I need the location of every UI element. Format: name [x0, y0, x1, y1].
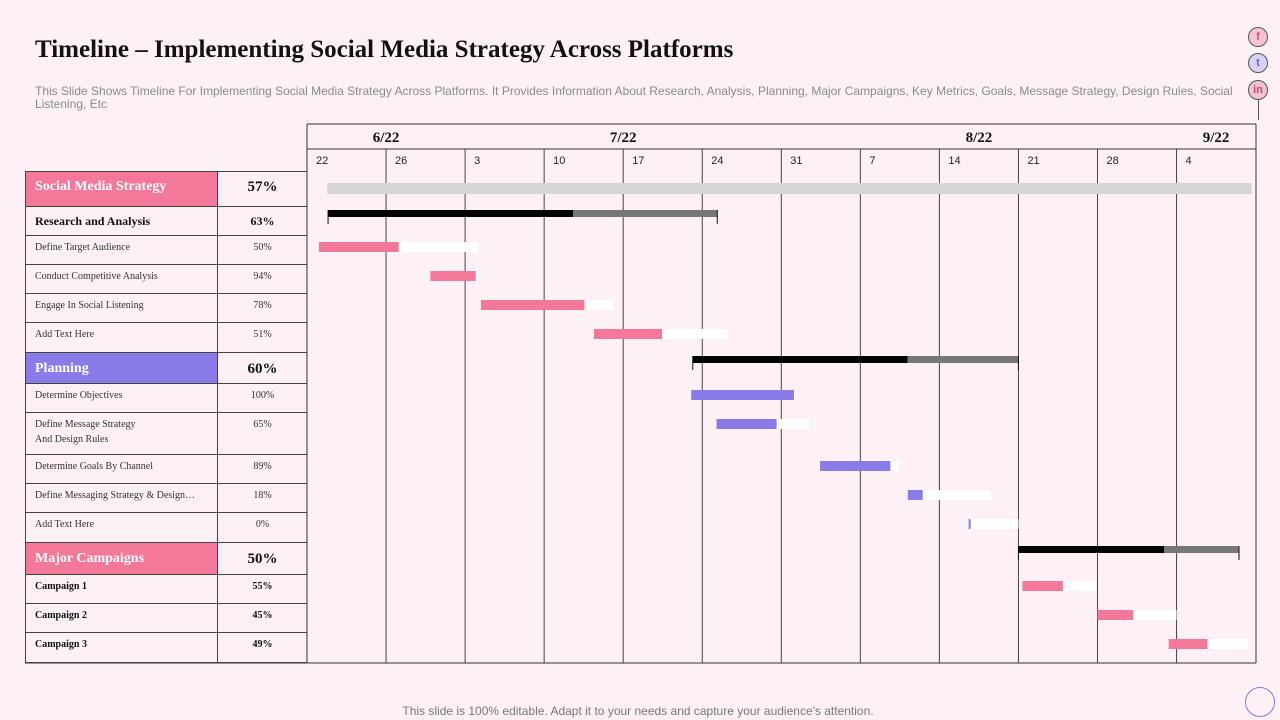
- table-row: Define Messaging Strategy & Design… 18%: [25, 484, 307, 513]
- task-percent: 89%: [253, 461, 272, 472]
- table-row: Add Text Here 51%: [25, 323, 307, 353]
- task-percent: 65%: [253, 419, 272, 430]
- task-name: Add Text Here: [25, 513, 218, 542]
- task-percent: 45%: [252, 610, 273, 621]
- table-row: Campaign 3 49%: [25, 633, 307, 663]
- task-name: Campaign 2: [25, 604, 218, 632]
- table-row: Conduct Competitive Analysis 94%: [25, 265, 307, 294]
- table-row: Define Target Audience 50%: [25, 236, 307, 265]
- task-name: Engage In Social Listening: [25, 294, 218, 322]
- slide-nav-circle[interactable]: [1245, 687, 1275, 717]
- task-progress-bar: [480, 300, 585, 310]
- summary-progress-bar: [328, 210, 574, 217]
- task-remaining-bar: [968, 519, 1019, 529]
- task-name: Conduct Competitive Analysis: [25, 265, 218, 293]
- task-name: Determine Goals By Channel: [25, 455, 218, 483]
- week-label: 21: [1027, 155, 1039, 167]
- task-name: Campaign 3: [25, 633, 218, 662]
- task-name: Campaign 1: [25, 575, 218, 603]
- week-label: 24: [711, 155, 723, 167]
- week-label: 7: [869, 155, 875, 167]
- month-label: 9/22: [1203, 130, 1230, 146]
- task-progress-bar: [1168, 639, 1208, 649]
- task-name: Determine Objectives: [25, 384, 218, 412]
- task-name: Research and Analysis: [25, 207, 218, 235]
- task-progress-bar: [820, 461, 891, 471]
- table-row: Add Text Here 0%: [25, 513, 307, 543]
- task-percent: 78%: [253, 300, 272, 311]
- table-row: Determine Objectives 100%: [25, 384, 307, 413]
- slide-footer: This slide is 100% editable. Adapt it to…: [402, 704, 874, 718]
- table-row: Social Media Strategy 57%: [25, 171, 307, 207]
- task-table: Social Media Strategy 57% Research and Ana…: [25, 171, 307, 663]
- summary-progress-bar: [692, 356, 908, 363]
- month-label: 7/22: [610, 130, 637, 146]
- social-divider: [1258, 100, 1259, 120]
- table-row: Campaign 2 45%: [25, 604, 307, 633]
- table-row: Research and Analysis 63%: [25, 207, 307, 236]
- table-row: Define Message Strategy And Design Rules…: [25, 413, 307, 455]
- week-label: 14: [948, 155, 960, 167]
- week-label: 17: [632, 155, 644, 167]
- task-remaining-bar: [1168, 639, 1248, 649]
- task-percent: 94%: [253, 271, 272, 282]
- task-percent: 63%: [250, 214, 275, 228]
- task-progress-bar: [716, 419, 777, 429]
- task-percent: 50%: [247, 551, 278, 567]
- task-percent: 50%: [253, 242, 272, 253]
- task-progress-bar: [907, 490, 923, 500]
- task-name: Define Messaging Strategy & Design…: [25, 484, 218, 512]
- summary-remaining-bar: [907, 356, 1019, 363]
- table-row: Planning 60%: [25, 353, 307, 384]
- week-label: 26: [395, 155, 407, 167]
- summary-progress-bar: [1018, 546, 1165, 553]
- month-label: 6/22: [373, 130, 400, 146]
- facebook-icon[interactable]: f: [1248, 27, 1268, 47]
- task-name: Define Target Audience: [25, 236, 218, 264]
- task-name: Define Message Strategy And Design Rules: [25, 413, 218, 454]
- task-name: Social Media Strategy: [25, 171, 218, 206]
- task-name: Major Campaigns: [25, 543, 218, 574]
- task-percent: 100%: [250, 390, 275, 401]
- twitter-icon[interactable]: t: [1248, 53, 1268, 73]
- table-row: Campaign 1 55%: [25, 575, 307, 604]
- task-progress-bar: [1097, 610, 1134, 620]
- slide-subtitle: This Slide Shows Timeline For Implementi…: [35, 84, 1233, 111]
- task-name: Add Text Here: [25, 323, 218, 352]
- summary-remaining-bar: [1164, 546, 1239, 553]
- week-label: 22: [316, 155, 328, 167]
- task-name: Planning: [25, 353, 218, 383]
- task-percent: 57%: [247, 179, 278, 195]
- week-label: 3: [474, 155, 480, 167]
- linkedin-icon[interactable]: in: [1248, 80, 1268, 100]
- task-percent: 49%: [252, 639, 273, 650]
- task-progress-bar: [430, 271, 476, 281]
- month-label: 8/22: [966, 130, 993, 146]
- task-percent: 55%: [252, 581, 273, 592]
- week-label: 4: [1186, 155, 1192, 167]
- overall-timeline-bar: [327, 183, 1252, 194]
- task-remaining-bar: [907, 490, 991, 500]
- task-progress-bar: [1022, 581, 1063, 591]
- table-row: Major Campaigns 50%: [25, 543, 307, 575]
- task-progress-bar: [691, 390, 794, 400]
- task-progress-bar: [318, 242, 399, 252]
- week-label: 10: [553, 155, 565, 167]
- week-label: 31: [790, 155, 802, 167]
- task-progress-bar: [593, 329, 663, 339]
- table-row: Engage In Social Listening 78%: [25, 294, 307, 323]
- task-percent: 51%: [253, 329, 272, 340]
- task-percent: 18%: [253, 490, 272, 501]
- task-remaining-bar: [1097, 610, 1177, 620]
- task-percent: 0%: [255, 519, 270, 530]
- summary-remaining-bar: [573, 210, 718, 217]
- slide-title: Timeline – Implementing Social Media Str…: [35, 36, 734, 63]
- task-percent: 60%: [247, 361, 278, 377]
- task-progress-bar: [968, 519, 971, 529]
- week-label: 28: [1107, 155, 1119, 167]
- table-row: Determine Goals By Channel 89%: [25, 455, 307, 484]
